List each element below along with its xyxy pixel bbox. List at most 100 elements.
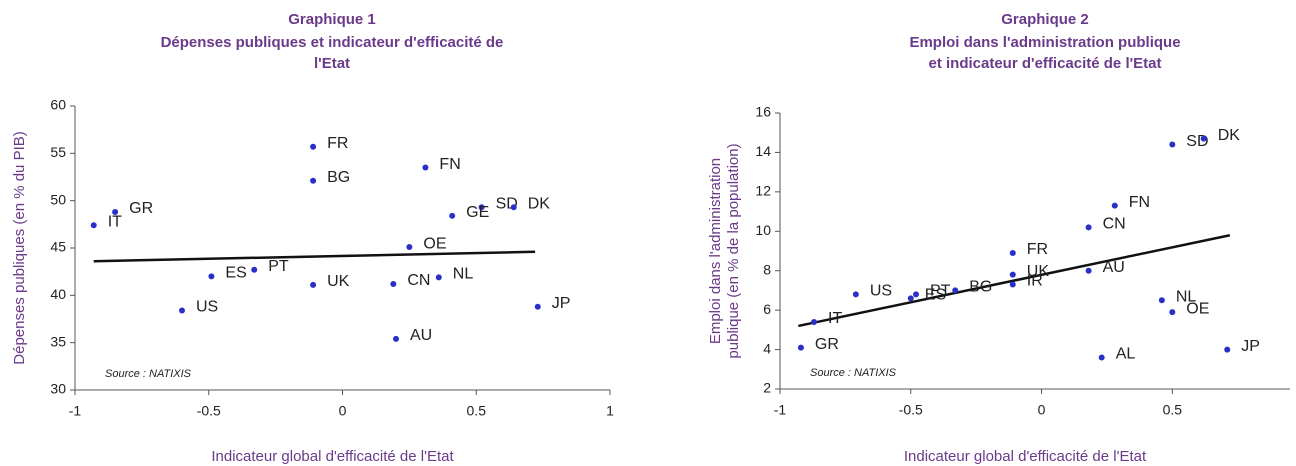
x-tick-label: -1 xyxy=(774,402,787,418)
y-tick-label: 45 xyxy=(50,239,66,255)
y-axis-label: Dépenses publiques (en % du PIB) xyxy=(11,131,28,364)
x-tick-label: -1 xyxy=(69,403,82,419)
point xyxy=(179,307,185,314)
x-axis-label: Indicateur global d'efficacité de l'Etat xyxy=(211,448,454,465)
point xyxy=(1009,281,1016,288)
point xyxy=(435,274,442,281)
point-label: FN xyxy=(439,156,460,173)
point xyxy=(852,291,859,298)
point-label: SD xyxy=(1186,133,1208,150)
point-label: IT xyxy=(108,213,122,230)
point-label: ES xyxy=(225,265,246,282)
point-label: AL xyxy=(1116,346,1136,363)
chart-subtitle: Emploi dans l'administration publique xyxy=(909,34,1180,51)
point-label: PT xyxy=(268,258,289,275)
point-label: DK xyxy=(528,196,551,213)
y-axis-label: publique (en % de la population) xyxy=(725,143,742,358)
point-label: NL xyxy=(453,266,474,283)
point-label: FR xyxy=(327,135,348,152)
point xyxy=(251,266,258,273)
point-label: FR xyxy=(1027,241,1048,258)
x-tick-label: 1 xyxy=(606,403,614,419)
point-label: PT xyxy=(930,283,951,300)
point xyxy=(1098,354,1105,361)
point-label: US xyxy=(196,299,218,316)
point xyxy=(1169,309,1176,316)
point-label: DK xyxy=(1218,127,1241,144)
x-tick-label: 0.5 xyxy=(467,403,487,419)
point-label: IR xyxy=(1027,273,1043,290)
x-axis-label: Indicateur global d'efficacité de l'Etat xyxy=(904,448,1147,465)
point-label: BG xyxy=(969,279,992,296)
point-label: OE xyxy=(1186,300,1209,317)
y-tick-label: 12 xyxy=(755,183,771,199)
y-tick-label: 2 xyxy=(763,380,771,396)
point xyxy=(1085,224,1092,231)
chart-subtitle: et indicateur d'efficacité de l'Etat xyxy=(928,55,1161,72)
point xyxy=(393,335,399,342)
point xyxy=(478,204,485,211)
point-label: JP xyxy=(1241,338,1260,355)
chart-title: Graphique 1 xyxy=(288,11,376,28)
point xyxy=(1200,135,1207,142)
point xyxy=(449,212,456,219)
y-tick-label: 40 xyxy=(50,286,66,302)
point xyxy=(913,291,919,298)
x-tick-label: 0.5 xyxy=(1163,402,1183,418)
point-label: CN xyxy=(1103,216,1126,233)
point-label: JP xyxy=(552,295,571,312)
point xyxy=(1085,267,1092,274)
chart-subtitle: l'Etat xyxy=(314,55,350,72)
point-label: UK xyxy=(1027,263,1050,280)
point xyxy=(1009,271,1016,278)
point-label: IT xyxy=(828,310,842,327)
y-tick-label: 6 xyxy=(763,301,771,317)
point xyxy=(811,318,817,325)
source-note: Source : NATIXIS xyxy=(810,367,897,379)
point xyxy=(510,204,517,211)
y-tick-label: 35 xyxy=(50,333,66,349)
source-note: Source : NATIXIS xyxy=(105,368,192,380)
x-tick-label: 0 xyxy=(339,403,347,419)
x-tick-label: 0 xyxy=(1038,402,1046,418)
point xyxy=(907,295,914,302)
point xyxy=(208,273,215,280)
point-label: BG xyxy=(327,169,350,186)
point-label: FN xyxy=(1129,194,1150,211)
chart-title: Graphique 2 xyxy=(1001,11,1089,28)
point xyxy=(310,281,317,288)
point xyxy=(422,164,429,171)
point-label: UK xyxy=(327,273,350,290)
point xyxy=(406,244,413,251)
y-tick-label: 4 xyxy=(763,340,771,356)
trend-line xyxy=(798,234,1231,328)
y-tick-label: 16 xyxy=(755,104,771,120)
point xyxy=(1169,141,1176,148)
point xyxy=(1009,249,1016,256)
point-label: OE xyxy=(423,235,446,252)
x-tick-label: -0.5 xyxy=(197,403,221,419)
point xyxy=(90,222,97,229)
x-tick-label: -0.5 xyxy=(899,402,923,418)
point xyxy=(797,344,804,351)
point-label: GE xyxy=(466,204,489,221)
point-label: AU xyxy=(1103,259,1125,276)
point xyxy=(310,143,317,150)
point xyxy=(1224,346,1231,353)
point xyxy=(390,280,397,287)
y-tick-label: 55 xyxy=(50,144,66,160)
point xyxy=(952,287,959,294)
point-label: CN xyxy=(407,272,430,289)
chart-subtitle: Dépenses publiques et indicateur d'effic… xyxy=(161,34,504,51)
y-tick-label: 50 xyxy=(50,191,66,207)
point-label: GR xyxy=(129,200,153,217)
point xyxy=(310,177,317,184)
point xyxy=(112,209,119,216)
point-label: AU xyxy=(410,327,432,344)
point-label: US xyxy=(870,283,892,300)
y-tick-label: 60 xyxy=(50,97,66,113)
point xyxy=(1158,297,1165,304)
y-tick-label: 30 xyxy=(50,381,66,397)
point xyxy=(534,303,541,310)
